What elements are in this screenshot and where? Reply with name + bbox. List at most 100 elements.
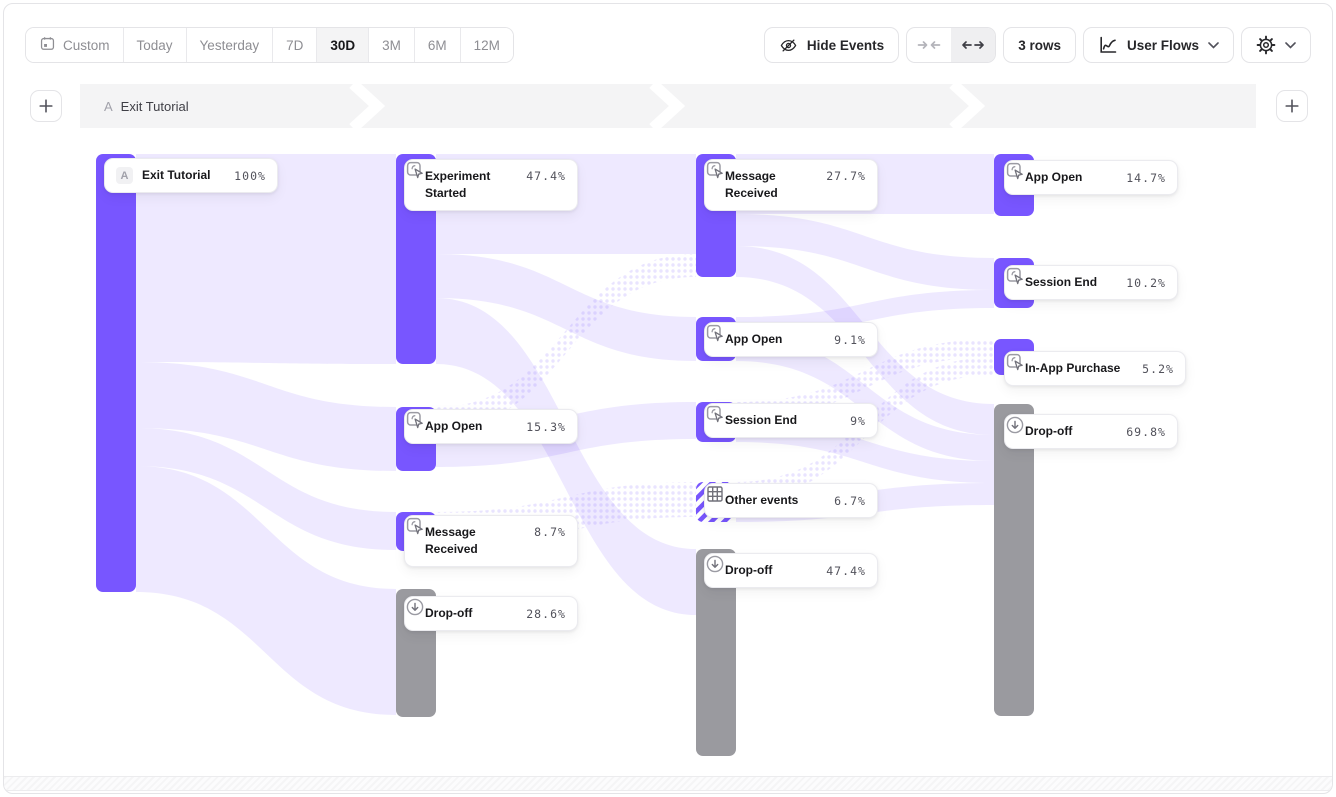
step-banner[interactable]: A Exit Tutorial xyxy=(80,84,1256,128)
eye-off-icon xyxy=(779,36,798,55)
range-label: Custom xyxy=(63,37,110,53)
plus-icon xyxy=(1285,99,1299,113)
node-percent: 27.7% xyxy=(826,169,866,183)
calendar-icon xyxy=(39,35,56,55)
flow-exp2-drop3[interactable] xyxy=(436,298,696,615)
rows-button[interactable]: 3 rows xyxy=(1003,27,1076,63)
flow-app2-msg3[interactable] xyxy=(436,254,696,430)
node-card-msg2[interactable]: Message Received 8.7% xyxy=(404,515,578,567)
node-card-app3[interactable]: App Open 9.1% xyxy=(704,322,878,357)
node-percent: 15.3% xyxy=(526,419,566,434)
range-label: 3M xyxy=(382,37,401,53)
node-card-sess3[interactable]: Session End 9% xyxy=(704,403,878,438)
view-selector-button[interactable]: User Flows xyxy=(1082,27,1234,63)
settings-button[interactable] xyxy=(1241,27,1311,63)
node-card-sess4[interactable]: Session End 10.2% xyxy=(1004,265,1178,300)
node-card-other3[interactable]: Other events 6.7% xyxy=(704,483,878,518)
node-cards-layer: A Exit Tutorial 100% Experiment Started 47.4… xyxy=(4,4,1332,793)
range-today[interactable]: Today xyxy=(122,28,186,62)
range-label: 12M xyxy=(473,37,500,53)
node-card-drop4[interactable]: Drop-off 69.8% xyxy=(1004,414,1178,449)
step-separator-chevron xyxy=(649,84,685,128)
node-label: Other events xyxy=(725,493,799,507)
node-label: In-App Purchase xyxy=(1025,361,1121,375)
arrows-outward-icon xyxy=(962,41,985,49)
range-yesterday[interactable]: Yesterday xyxy=(185,28,273,62)
range-12m[interactable]: 12M xyxy=(459,28,513,62)
sankey-canvas: A Exit Tutorial 100% Experiment Started 47.4… xyxy=(4,4,1332,793)
flow-exit-msg2[interactable] xyxy=(136,428,396,550)
range-label: Today xyxy=(136,37,173,53)
node-percent: 14.7% xyxy=(1126,170,1166,185)
spacing-toggle-group xyxy=(906,27,997,63)
flow-exit-app2[interactable] xyxy=(136,362,396,471)
flow-sess3-inapp4[interactable] xyxy=(736,339,994,420)
range-label: 7D xyxy=(286,37,304,53)
collapse-columns-button[interactable] xyxy=(907,28,951,62)
node-percent: 47.4% xyxy=(826,563,866,578)
node-card-app4[interactable]: App Open 14.7% xyxy=(1004,160,1178,195)
range-7d[interactable]: 7D xyxy=(272,28,317,62)
flow-exit-drop2[interactable] xyxy=(136,466,396,715)
node-percent: 69.8% xyxy=(1126,424,1166,439)
range-label: 30D xyxy=(330,37,356,53)
step-series-badge: A xyxy=(104,98,113,114)
range-30d[interactable]: 30D xyxy=(316,28,369,62)
hide-events-label: Hide Events xyxy=(806,37,885,53)
node-card-msg3[interactable]: Message Received 27.7% xyxy=(704,159,878,211)
node-label: Message Received xyxy=(725,169,778,200)
node-card-drop2[interactable]: Drop-off 28.6% xyxy=(404,596,578,631)
flow-exit-exp2[interactable] xyxy=(136,154,396,364)
node-label: Drop-off xyxy=(725,563,773,577)
chevron-down-icon xyxy=(1208,41,1219,49)
range-label: Yesterday xyxy=(199,37,260,53)
node-label: Session End xyxy=(725,413,798,427)
range-custom[interactable]: Custom xyxy=(26,28,123,62)
node-label: App Open xyxy=(425,419,483,433)
step-label: A Exit Tutorial xyxy=(104,84,189,128)
node-label: Message Received xyxy=(425,525,478,556)
node-percent: 28.6% xyxy=(526,606,566,621)
node-card-inapp4[interactable]: In-App Purchase 5.2% xyxy=(1004,351,1186,386)
node-label: Drop-off xyxy=(1025,424,1073,438)
node-label: Experiment Started xyxy=(425,169,491,200)
node-bar-exit[interactable] xyxy=(96,154,136,592)
hide-events-button[interactable]: Hide Events xyxy=(763,27,900,63)
gear-icon xyxy=(1256,35,1276,55)
node-label: App Open xyxy=(1025,170,1083,184)
flow-msg3-sess4[interactable] xyxy=(736,214,994,290)
node-percent: 5.2% xyxy=(1142,361,1174,376)
node-bar-drop4[interactable] xyxy=(994,404,1034,716)
flow-app3-drop4[interactable] xyxy=(736,335,994,461)
range-3m[interactable]: 3M xyxy=(368,28,414,62)
add-step-before-button[interactable] xyxy=(30,90,62,122)
node-bar-drop3[interactable] xyxy=(696,549,736,756)
step-separator-chevron xyxy=(949,84,985,128)
node-label: Drop-off xyxy=(425,606,473,620)
series-badge: A xyxy=(116,167,133,184)
expand-columns-button[interactable] xyxy=(951,28,996,62)
node-percent: 9% xyxy=(850,413,866,428)
chevron-down-icon xyxy=(1285,41,1296,49)
node-label: Session End xyxy=(1025,275,1098,289)
node-percent: 9.1% xyxy=(834,332,866,347)
toolbar: Custom Today Yesterday 7D 30D 3M 6M 12M … xyxy=(25,26,1311,64)
node-card-exit[interactable]: A Exit Tutorial 100% xyxy=(104,158,278,193)
node-card-app2[interactable]: App Open 15.3% xyxy=(404,409,578,444)
range-label: 6M xyxy=(427,37,447,53)
node-card-drop3[interactable]: Drop-off 47.4% xyxy=(704,553,878,588)
view-selector-label: User Flows xyxy=(1126,37,1199,53)
node-percent: 10.2% xyxy=(1126,275,1166,290)
date-range-group: Custom Today Yesterday 7D 30D 3M 6M 12M xyxy=(25,27,514,63)
flow-exp2-app3[interactable] xyxy=(436,254,696,361)
steps-row: A Exit Tutorial xyxy=(4,84,1332,128)
node-percent: 8.7% xyxy=(534,525,566,539)
range-6m[interactable]: 6M xyxy=(413,28,460,62)
app-window: Custom Today Yesterday 7D 30D 3M 6M 12M … xyxy=(3,3,1333,794)
node-card-exp2[interactable]: Experiment Started 47.4% xyxy=(404,159,578,211)
node-percent: 100% xyxy=(234,169,266,183)
add-step-after-button[interactable] xyxy=(1276,90,1308,122)
node-label: App Open xyxy=(725,332,783,346)
toolbar-right: Hide Events 3 rows xyxy=(763,27,1311,63)
step-separator-chevron xyxy=(349,84,385,128)
